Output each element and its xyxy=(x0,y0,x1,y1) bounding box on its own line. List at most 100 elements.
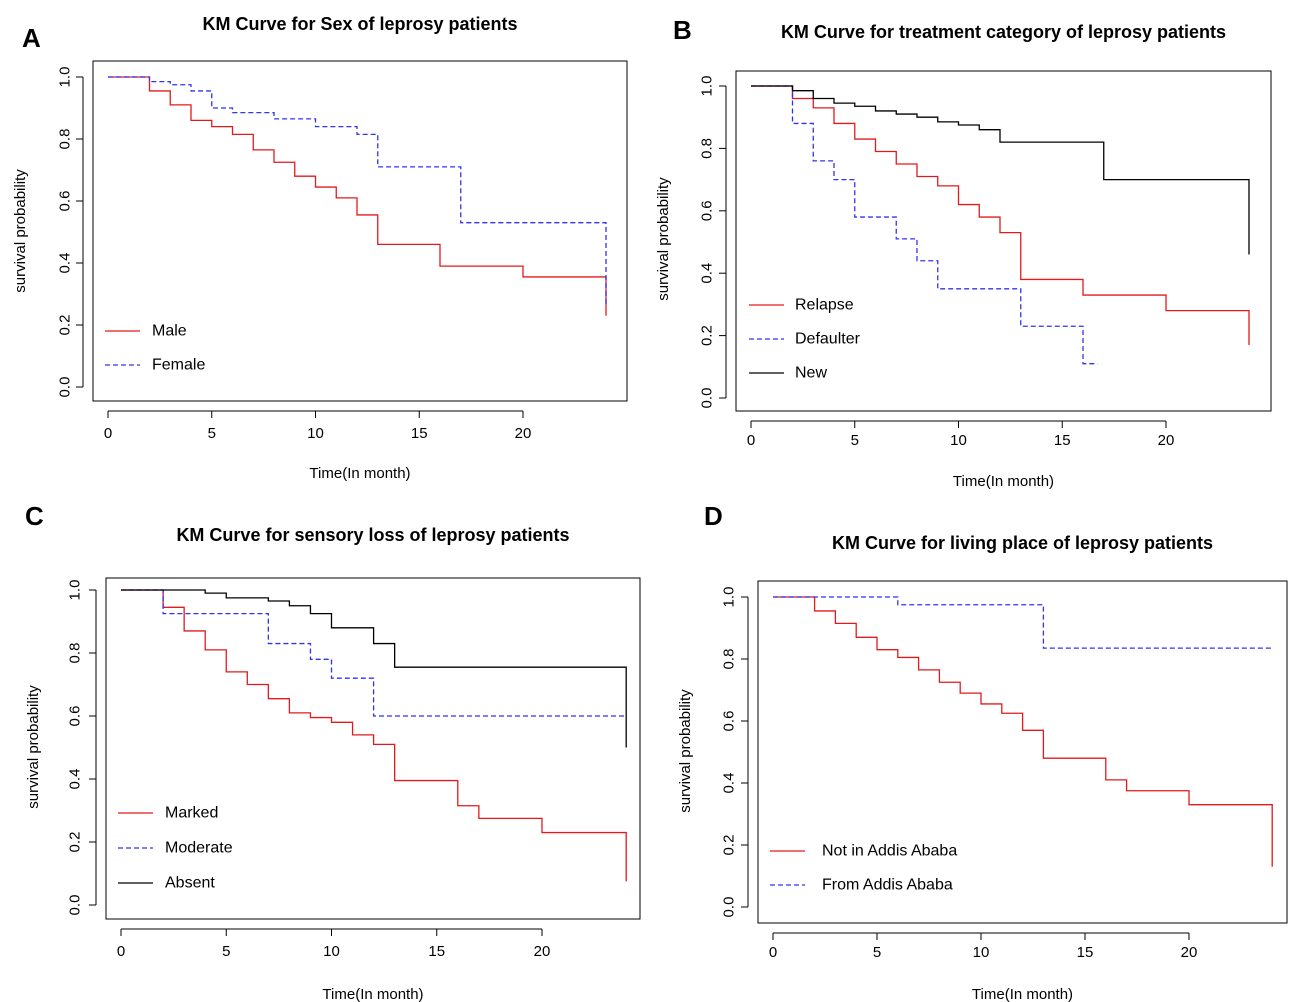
panel-letter-c: C xyxy=(25,501,44,531)
x-axis: 0 5 10 15 20 Time(In month) xyxy=(769,932,1198,1002)
y-tick-label: 0.8 xyxy=(721,649,738,670)
x-tick-label: 15 xyxy=(428,943,445,960)
x-tick-label: 0 xyxy=(104,425,112,442)
legend-label: Male xyxy=(152,323,187,340)
y-axis: 0.0 0.2 0.4 0.6 0.8 1.0 survival probability xyxy=(677,587,749,918)
legend: Male Female xyxy=(105,323,205,374)
plot-frame xyxy=(735,70,1272,412)
y-tick-label: 0.4 xyxy=(699,263,716,284)
series-line-female xyxy=(108,76,607,307)
series-line-absent xyxy=(121,589,627,748)
y-tick-label: 0.0 xyxy=(699,388,716,409)
x-tick-label: 20 xyxy=(534,943,551,960)
y-tick-label: 0.2 xyxy=(721,835,738,856)
series-line-moderate xyxy=(121,589,627,717)
panel-letter-b: B xyxy=(673,15,692,45)
x-tick-label: 15 xyxy=(411,425,428,442)
y-tick-label: 0.6 xyxy=(67,706,84,727)
y-tick-label: 1.0 xyxy=(721,587,738,608)
series-line-not-in-addis-ababa xyxy=(773,596,1273,867)
panel-letter-d: D xyxy=(704,501,723,531)
y-tick-label: 0.6 xyxy=(57,191,74,212)
chart-title: KM Curve for sensory loss of leprosy pat… xyxy=(176,525,569,545)
x-tick-label: 0 xyxy=(769,944,777,961)
y-tick-label: 0.8 xyxy=(699,138,716,159)
x-tick-label: 10 xyxy=(323,943,340,960)
x-tick-label: 0 xyxy=(747,432,755,449)
x-tick-label: 20 xyxy=(1158,432,1175,449)
x-tick-label: 10 xyxy=(307,425,324,442)
y-axis: 0.0 0.2 0.4 0.6 0.8 1.0 survival probability xyxy=(12,67,84,398)
y-tick-label: 0.0 xyxy=(57,377,74,398)
chart-title: KM Curve for treatment category of lepro… xyxy=(781,22,1226,42)
plot-frame xyxy=(757,580,1288,924)
legend-label: New xyxy=(795,365,827,382)
legend: Not in Addis Ababa From Addis Ababa xyxy=(770,843,957,894)
panel-c: C KM Curve for sensory loss of leprosy pa… xyxy=(25,501,641,1002)
chart-title: KM Curve for Sex of leprosy patients xyxy=(202,14,517,34)
y-tick-label: 1.0 xyxy=(57,67,74,88)
x-axis-label: Time(In month) xyxy=(322,986,423,1002)
legend: Marked Moderate Absent xyxy=(118,805,233,892)
y-tick-label: 0.0 xyxy=(721,897,738,918)
plot-frame xyxy=(92,60,628,402)
y-tick-label: 0.6 xyxy=(721,711,738,732)
panel-d: D KM Curve for living place of leprosy pa… xyxy=(677,501,1288,1002)
x-tick-label: 5 xyxy=(208,425,216,442)
y-axis-label: survival probability xyxy=(655,177,672,301)
legend-label: Defaulter xyxy=(795,331,861,348)
x-axis: 0 5 10 15 20 Time(In month) xyxy=(104,410,532,482)
y-tick-label: 0.0 xyxy=(67,895,84,916)
x-tick-label: 10 xyxy=(950,432,967,449)
legend-label: Moderate xyxy=(165,840,233,857)
chart-title: KM Curve for living place of leprosy pat… xyxy=(832,533,1213,553)
x-axis: 0 5 10 15 20 Time(In month) xyxy=(117,928,551,1002)
x-tick-label: 0 xyxy=(117,943,125,960)
y-axis-label: survival probability xyxy=(677,689,694,813)
x-axis-label: Time(In month) xyxy=(972,986,1073,1002)
series-line-marked xyxy=(121,589,627,882)
series-line-male xyxy=(108,76,607,316)
y-tick-label: 0.4 xyxy=(67,769,84,790)
legend-label: Relapse xyxy=(795,297,854,314)
series-line-new xyxy=(751,85,1250,255)
x-tick-label: 20 xyxy=(515,425,532,442)
series-line-defaulter xyxy=(751,85,1098,365)
y-axis-label: survival probability xyxy=(12,169,29,293)
y-tick-label: 0.8 xyxy=(67,643,84,664)
x-axis: 0 5 10 15 20 Time(In month) xyxy=(747,420,1175,490)
y-tick-label: 0.2 xyxy=(57,315,74,336)
y-tick-label: 0.2 xyxy=(699,325,716,346)
series-line-from-addis-ababa xyxy=(773,596,1273,649)
x-tick-label: 5 xyxy=(873,944,881,961)
y-tick-label: 0.4 xyxy=(721,773,738,794)
y-tick-label: 0.8 xyxy=(57,129,74,150)
x-tick-label: 5 xyxy=(222,943,230,960)
y-tick-label: 0.2 xyxy=(67,832,84,853)
x-axis-label: Time(In month) xyxy=(953,473,1054,490)
legend-label: Absent xyxy=(165,875,215,892)
legend-label: Marked xyxy=(165,805,218,822)
legend: Relapse Defaulter New xyxy=(749,297,861,382)
panel-a: A KM Curve for Sex of leprosy patients 0 5 1… xyxy=(12,14,628,482)
x-tick-label: 10 xyxy=(973,944,990,961)
y-tick-label: 0.4 xyxy=(57,253,74,274)
x-tick-label: 20 xyxy=(1181,944,1198,961)
plot-frame xyxy=(105,577,641,920)
y-axis-label: survival probability xyxy=(25,685,42,809)
series-line-relapse xyxy=(751,85,1250,345)
panel-b: B KM Curve for treatment category of lepr… xyxy=(655,15,1272,490)
y-axis: 0.0 0.2 0.4 0.6 0.8 1.0 survival probability xyxy=(655,76,727,409)
legend-label: Not in Addis Ababa xyxy=(822,843,957,860)
y-tick-label: 1.0 xyxy=(699,76,716,97)
x-tick-label: 5 xyxy=(851,432,859,449)
x-axis-label: Time(In month) xyxy=(309,465,410,482)
panel-letter-a: A xyxy=(22,23,41,53)
x-tick-label: 15 xyxy=(1077,944,1094,961)
x-tick-label: 15 xyxy=(1054,432,1071,449)
y-tick-label: 1.0 xyxy=(67,580,84,601)
legend-label: Female xyxy=(152,357,205,374)
y-axis: 0.0 0.2 0.4 0.6 0.8 1.0 survival probability xyxy=(25,580,97,916)
legend-label: From Addis Ababa xyxy=(822,877,953,894)
